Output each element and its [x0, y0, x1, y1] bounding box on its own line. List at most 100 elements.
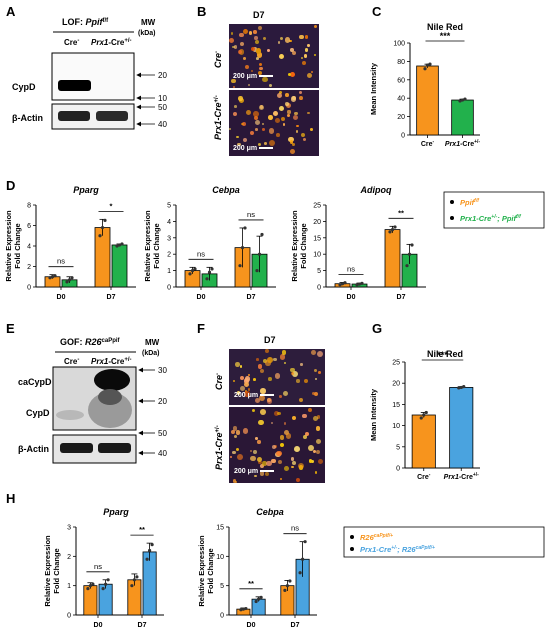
mw-mark-e-30: 30: [158, 366, 167, 375]
cell-dot: [274, 373, 281, 379]
x-tick-label: Prx1-Cre+/-: [444, 472, 480, 481]
cell-dot: [238, 49, 243, 54]
cell-dot: [260, 463, 265, 468]
y-axis-label: Fold Change: [206, 548, 215, 593]
cell-dot: [233, 112, 238, 117]
y-tick-label: 0: [67, 613, 71, 620]
cell-dot: [266, 48, 271, 53]
cell-dot: [272, 110, 279, 117]
cell-dot: [229, 127, 232, 131]
data-point: [407, 252, 412, 256]
panel-label-h: H: [6, 491, 15, 506]
cell-dot: [282, 390, 288, 396]
cell-dot: [314, 471, 318, 474]
band-label-cypd-e: CypD: [26, 408, 50, 418]
mw-unit-e: (kDa): [142, 350, 160, 357]
cell-dot: [283, 429, 289, 435]
cell-dot: [272, 444, 277, 449]
cell-dot: [316, 449, 321, 454]
cell-dot: [237, 143, 241, 147]
cell-dot: [253, 30, 257, 34]
x-tick-label: D0: [94, 622, 103, 629]
y-tick-label: 60: [397, 77, 405, 84]
cell-dot: [243, 56, 247, 60]
mw-mark-a-40: 40: [158, 120, 167, 129]
data-point: [298, 571, 302, 575]
cell-dot: [303, 53, 308, 58]
bar: [449, 387, 474, 469]
cell-dot: [232, 450, 237, 455]
cell-dot: [278, 394, 282, 398]
y-axis-label: Mean Intensity: [369, 388, 378, 441]
cell-dot: [278, 90, 283, 95]
cell-dot: [240, 122, 244, 126]
y-tick-label: 4: [167, 219, 171, 226]
cell-dot: [304, 432, 310, 437]
cell-dot: [245, 110, 252, 116]
data-point: [190, 269, 195, 273]
cell-dot: [254, 119, 260, 126]
cell-dot: [254, 437, 258, 440]
cell-dot: [314, 378, 318, 381]
data-point: [255, 269, 259, 273]
cell-dot: [231, 79, 236, 84]
cell-dot: [316, 415, 321, 419]
x-tick-label: D7: [138, 622, 147, 629]
data-point: [410, 243, 414, 247]
bar: [98, 583, 113, 616]
panel-label-d: D: [6, 178, 15, 193]
cell-dot: [317, 350, 324, 357]
data-point: [50, 275, 55, 279]
cell-dot: [284, 37, 291, 43]
y-axis-label: Relative Expression: [197, 535, 206, 607]
cell-dot: [250, 455, 256, 462]
data-point: [239, 608, 243, 612]
data-point: [355, 283, 359, 287]
cell-dot: [249, 449, 253, 453]
y-tick-label: 2: [67, 554, 71, 561]
cell-dot: [279, 106, 285, 111]
micro-b-row1: Cre-: [213, 51, 223, 68]
cell-dot: [249, 130, 255, 135]
cell-dot: [242, 428, 249, 434]
cell-dot: [232, 479, 237, 483]
cell-dot: [268, 377, 272, 381]
cell-dot: [301, 132, 306, 138]
y-tick-label: 5: [220, 583, 224, 590]
cell-dot: [274, 410, 280, 416]
data-point: [48, 276, 52, 280]
cell-dot: [311, 391, 316, 396]
cell-dot: [298, 34, 304, 40]
y-axis-label: Relative Expression: [143, 210, 152, 282]
cell-dot: [239, 375, 245, 380]
data-point: [104, 582, 108, 586]
cell-dot: [257, 364, 262, 369]
mw-mark-e-40: 40: [158, 449, 167, 458]
chart-d2: Cebpa Relative Expression Fold Change 0 1 2 3 4…: [143, 185, 276, 301]
micro-f-row2: Prx1-Cre+/-: [214, 425, 224, 470]
y-axis-label: Mean Intensity: [369, 62, 378, 115]
panel-label-g: G: [372, 321, 382, 336]
mw-label-e: MW: [145, 338, 160, 347]
cell-dot: [258, 419, 264, 426]
blot-a-title: LOF: Ppiff/f: [62, 17, 109, 27]
bar: [142, 551, 157, 616]
legend-h: R26caPpif/+ Prx1-Cre+/-; R26caPpif/+: [343, 526, 545, 558]
panel-label-e: E: [6, 321, 15, 336]
legend-d-item-1: Ppiff/f: [460, 198, 480, 207]
cell-dot: [239, 365, 243, 368]
data-point: [388, 230, 392, 234]
y-tick-label: 5: [167, 203, 171, 210]
cell-dot: [310, 128, 313, 131]
data-point: [340, 282, 345, 286]
cell-dot: [280, 117, 285, 122]
cell-dot: [296, 130, 299, 133]
data-point: [135, 575, 139, 579]
data-point: [390, 228, 395, 232]
cell-dot: [256, 48, 262, 54]
cell-dot: [268, 128, 275, 134]
data-point: [343, 281, 347, 285]
data-point: [254, 599, 258, 604]
cell-dot: [292, 371, 299, 378]
cell-dot: [296, 124, 300, 128]
